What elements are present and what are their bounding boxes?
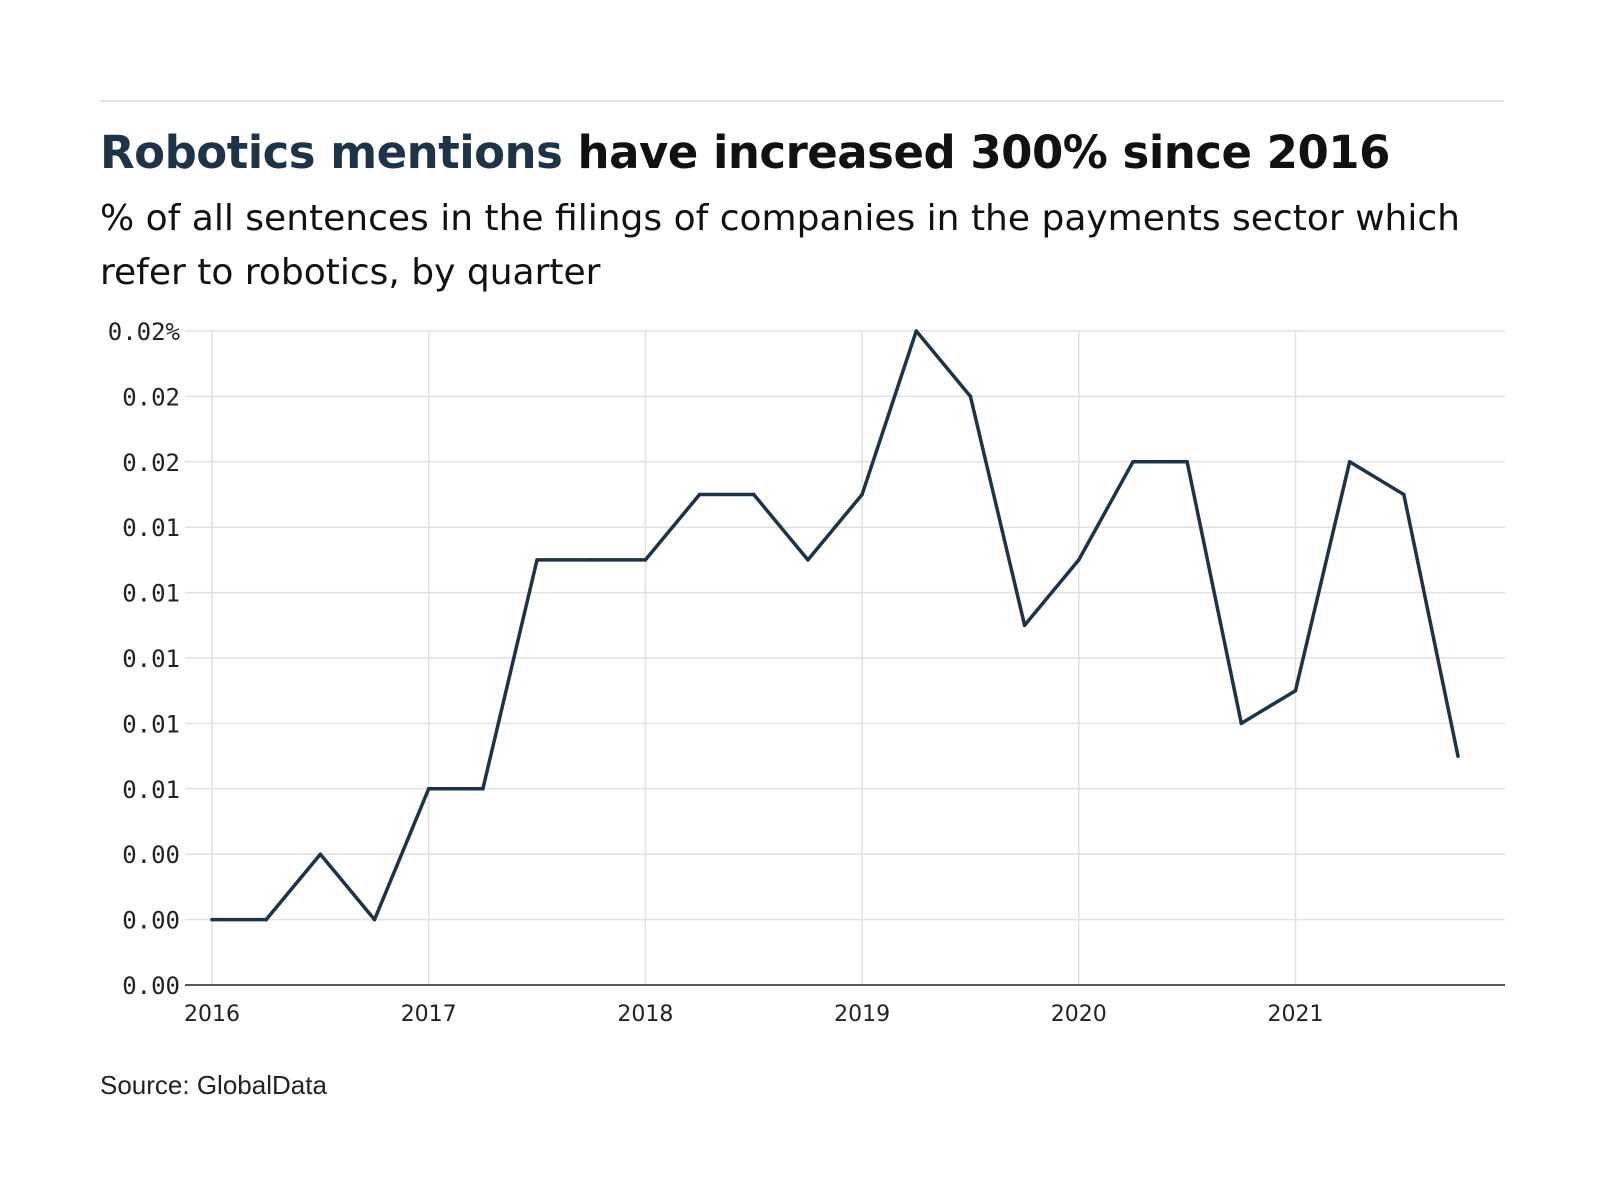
line-segment xyxy=(1077,460,1135,562)
line-segment xyxy=(806,492,864,562)
x-tick-label: 2018 xyxy=(617,1002,673,1027)
vertical-gridlines xyxy=(211,331,1297,985)
chart-title-highlight: Robotics mentions xyxy=(100,126,563,179)
data-point xyxy=(427,787,431,791)
data-point xyxy=(264,918,268,922)
line-segment xyxy=(1022,558,1081,628)
line-segment xyxy=(372,787,431,922)
y-tick-label: 0.01 xyxy=(122,580,180,608)
y-tick-label: 0.00 xyxy=(122,907,180,935)
data-point xyxy=(1456,754,1460,758)
data-point xyxy=(210,918,214,922)
chart-subtitle: % of all sentences in the filings of com… xyxy=(100,198,1460,293)
chart-title: Robotics mentions have increased 300% si… xyxy=(100,122,1520,184)
x-tick-label: 2019 xyxy=(834,1002,890,1027)
line-segment xyxy=(481,558,539,791)
data-point xyxy=(1348,460,1352,464)
x-tick-label: 2020 xyxy=(1051,1002,1107,1027)
line-segment xyxy=(1185,460,1244,726)
y-tick-label: 0.01 xyxy=(122,776,180,804)
data-point xyxy=(589,558,593,562)
data-point xyxy=(860,492,864,497)
line-segment xyxy=(914,329,973,399)
series-lines xyxy=(210,329,1460,922)
y-tick-label: 0.01 xyxy=(122,514,180,542)
x-tick-label: 2021 xyxy=(1267,1002,1323,1027)
line-segment xyxy=(860,329,919,497)
data-point xyxy=(318,852,322,856)
header-divider xyxy=(100,100,1504,102)
y-axis-tick-labels: 0.00 0.00 0.00 0.01 0.01 0.01 0.01 0.01 0.02 0.02… xyxy=(108,318,181,1000)
data-point xyxy=(806,558,810,562)
data-point xyxy=(1131,460,1135,464)
data-point xyxy=(1023,623,1027,627)
data-point xyxy=(1293,689,1298,693)
horizontal-gridlines xyxy=(185,330,1505,921)
data-point xyxy=(1402,492,1406,497)
line-segment xyxy=(968,394,1027,628)
y-tick-label: 0.02 xyxy=(122,383,180,411)
x-tick-label: 2016 xyxy=(184,1002,240,1027)
source-note: Source: GlobalData xyxy=(100,1070,327,1100)
data-point xyxy=(752,492,756,497)
y-tick-label: 0.01 xyxy=(122,710,180,738)
y-tick-label: 0.00 xyxy=(122,841,180,869)
line-chart: 0.00 0.00 0.00 0.01 0.01 0.01 0.01 0.01 0.02 0.02… xyxy=(108,318,1505,1027)
x-axis-tick-labels: 2016 2017 2018 2019 2020 2021 xyxy=(184,1002,1323,1027)
data-point xyxy=(1185,460,1189,464)
data-point xyxy=(535,558,539,562)
data-point xyxy=(697,492,702,497)
data-point xyxy=(1239,721,1243,726)
line-segment xyxy=(751,492,810,562)
line-segment xyxy=(1347,460,1406,497)
y-tick-label: 0.01 xyxy=(122,645,180,673)
y-tick-label: 0.02% xyxy=(108,318,181,346)
line-segment xyxy=(318,852,377,922)
data-point xyxy=(968,394,973,398)
data-point xyxy=(481,787,485,791)
data-point xyxy=(914,329,918,333)
chart-title-rest: have increased 300% since 2016 xyxy=(562,126,1391,179)
line-segment xyxy=(1293,460,1352,693)
line-segment xyxy=(264,852,323,922)
line-segment xyxy=(1239,688,1298,726)
line-segment xyxy=(1402,492,1460,758)
data-point xyxy=(643,558,647,562)
data-point xyxy=(372,918,377,922)
y-tick-label: 0.00 xyxy=(122,972,180,1000)
data-point xyxy=(1077,558,1081,562)
line-segment xyxy=(643,492,702,562)
x-tick-label: 2017 xyxy=(401,1002,457,1027)
y-tick-label: 0.02 xyxy=(122,449,180,477)
